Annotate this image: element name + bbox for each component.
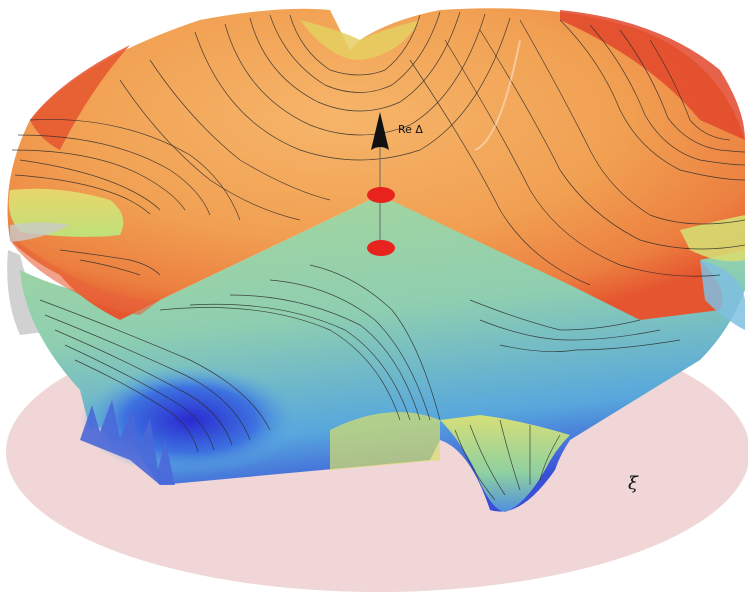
upper-sheet-surface [7, 8, 745, 320]
upper-sheet-saddle [300, 20, 420, 60]
upper-sheet-contours [11, 11, 746, 286]
lower-sheet-right-lobe [440, 415, 570, 512]
branch-point-marker-upper [367, 187, 395, 203]
branch-point-marker-lower [367, 240, 395, 256]
lower-sheet-contours [39, 264, 681, 501]
re-delta-axis-label: Re Δ [398, 123, 423, 136]
upper-sheet-edge-right [560, 10, 745, 140]
upper-sheet-left-notch [10, 222, 70, 242]
upper-sheet-edge-left [30, 45, 130, 150]
upper-sheet-ridge [474, 39, 521, 151]
upper-sheet-edge-bottom-left [10, 235, 160, 315]
re-delta-arrow-icon [371, 112, 389, 150]
lower-sheet-spikes [80, 400, 175, 485]
xi-plane-label: ξ [628, 473, 639, 494]
upper-sheet-right-cut [700, 260, 745, 330]
lower-sheet-front-band [330, 412, 440, 470]
upper-sheet-right-lobe [680, 215, 745, 262]
